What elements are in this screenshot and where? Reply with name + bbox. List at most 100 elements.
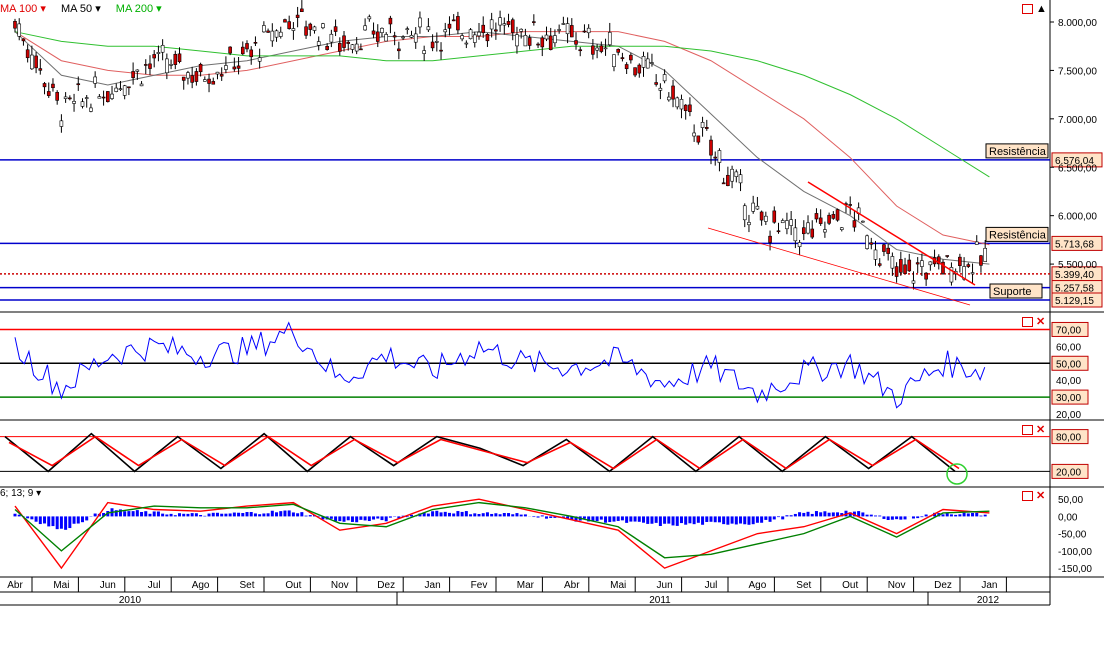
macd-histogram-bar <box>410 514 414 517</box>
candle-body <box>63 96 68 99</box>
candle-body <box>25 49 30 59</box>
candle-body <box>110 93 114 99</box>
macd-histogram-bar <box>173 515 177 517</box>
rsi-tick-box-0 <box>1051 321 1089 337</box>
candle-body <box>704 127 709 129</box>
macd-histogram-bar <box>831 512 835 517</box>
candle-body <box>30 54 34 70</box>
macd-histogram-bar <box>734 516 738 525</box>
macd-histogram-bar <box>342 516 346 522</box>
macd-histogram-bar <box>447 512 451 517</box>
month-label-21: Jan <box>981 580 997 591</box>
candle-body <box>823 229 827 233</box>
rsi-panel-close-icon[interactable]: ✕ <box>1036 316 1046 328</box>
macd-histogram-bar <box>755 516 759 523</box>
macd-histogram-bar <box>717 516 721 523</box>
candle-body <box>194 71 199 82</box>
price-panel-alarm-icon[interactable]: ▲ <box>1036 3 1047 15</box>
candle-body <box>207 78 211 84</box>
candle-body <box>371 30 376 35</box>
macd-histogram-bar <box>604 516 608 523</box>
candle-body <box>181 76 186 81</box>
macd-histogram-bar <box>553 516 557 518</box>
macd-panel-maximize-icon[interactable] <box>1022 491 1033 501</box>
candle-body <box>603 47 608 50</box>
macd-histogram-bar <box>367 516 371 522</box>
macd-histogram-bar <box>722 516 726 525</box>
macd-panel-close-icon[interactable]: ✕ <box>1036 490 1046 502</box>
macd-histogram-bar <box>443 511 447 517</box>
candle-body <box>780 220 785 224</box>
stoch-line-1 <box>8 435 960 470</box>
price-tick-0: 8.000,00 <box>1058 18 1097 29</box>
candle-body <box>122 85 127 96</box>
candle-body <box>565 23 570 35</box>
macd-histogram-bar <box>823 511 827 517</box>
macd-histogram-bar <box>519 514 523 517</box>
month-label-18: Out <box>842 580 858 591</box>
macd-histogram-bar <box>291 512 295 517</box>
candle-body <box>236 65 241 69</box>
macd-histogram-bar <box>574 516 578 522</box>
candle-body <box>413 33 418 43</box>
macd-histogram-bar <box>642 516 646 523</box>
stoch-panel-maximize-icon[interactable] <box>1022 425 1033 435</box>
rsi-panel-maximize-icon[interactable] <box>1022 317 1033 327</box>
candle-body <box>671 85 675 100</box>
macd-histogram-bar <box>165 514 169 517</box>
macd-histogram-bar <box>979 515 983 517</box>
macd-histogram-bar <box>397 516 401 519</box>
macd-histogram-bar <box>679 516 683 524</box>
ma100-legend[interactable]: MA 100 ▾ <box>0 3 46 15</box>
candle-body <box>232 66 237 70</box>
macd-histogram-bar <box>625 516 629 523</box>
level-tag-bg-1 <box>1051 235 1103 251</box>
candle-body <box>709 139 713 156</box>
candle-body <box>692 132 696 137</box>
macd-histogram-bar <box>869 514 873 517</box>
macd-histogram-bar <box>713 516 717 523</box>
candle-body <box>342 35 346 48</box>
rsi-tick-5: 20,00 <box>1056 410 1081 421</box>
macd-histogram-bar <box>671 516 675 526</box>
candle-body <box>190 75 194 83</box>
macd-tick-0: 50,00 <box>1058 495 1083 506</box>
candle-body <box>742 205 747 221</box>
candle-body <box>367 16 372 20</box>
candle-body <box>156 52 161 54</box>
candle-body <box>308 23 313 30</box>
ma200-legend[interactable]: MA 200 ▾ <box>115 3 162 15</box>
stoch-panel-close-icon[interactable]: ✕ <box>1036 424 1046 436</box>
candle-body <box>869 242 874 245</box>
candle-body <box>97 96 102 99</box>
macd-histogram-bar <box>561 516 565 518</box>
month-label-7: Nov <box>331 580 349 591</box>
candle-body <box>873 249 878 260</box>
level-name-bg-0 <box>985 143 1049 159</box>
macd-histogram-bar <box>85 516 89 521</box>
candle-body <box>962 266 966 280</box>
month-label-10: Fev <box>471 580 488 591</box>
candle-body <box>688 104 692 113</box>
candle-body <box>106 91 110 103</box>
price-panel-maximize-icon[interactable] <box>1022 4 1033 14</box>
candle-body <box>270 30 275 42</box>
candle-body <box>392 35 397 38</box>
macd-params-label[interactable]: 6; 13; 9 ▾ <box>0 488 42 499</box>
candle-body <box>641 56 646 68</box>
candle-body <box>848 204 853 206</box>
macd-histogram-bar <box>435 510 439 517</box>
macd-histogram-bar <box>355 516 359 523</box>
candle-body <box>772 210 777 223</box>
macd-histogram-bar <box>178 513 182 517</box>
macd-histogram-bar <box>300 512 304 517</box>
year-label-0: 2010 <box>119 595 142 606</box>
macd-histogram-bar <box>608 516 612 523</box>
macd-histogram-bar <box>224 513 228 517</box>
candle-body <box>569 25 574 38</box>
price-tick-1: 7.500,00 <box>1058 66 1097 77</box>
ma50-legend[interactable]: MA 50 ▾ <box>60 3 101 15</box>
macd-histogram-bar <box>279 511 283 517</box>
macd-histogram-bar <box>76 516 80 524</box>
candle-body <box>224 65 228 70</box>
